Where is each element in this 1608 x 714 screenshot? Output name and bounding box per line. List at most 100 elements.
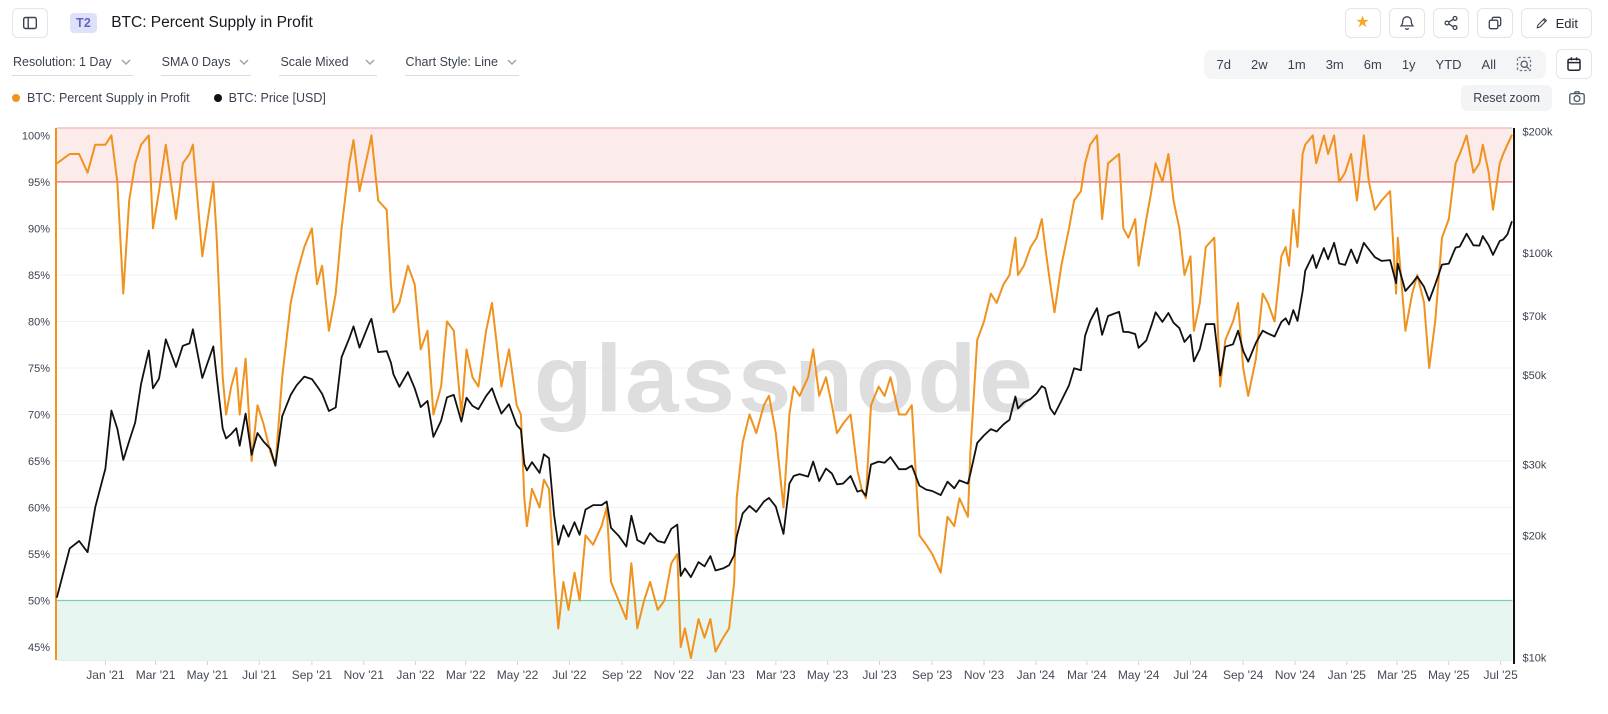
range-button-2w[interactable]: 2w [1251,56,1268,72]
legend-label: BTC: Price [USD] [228,91,326,105]
range-button-1m[interactable]: 1m [1287,56,1306,72]
time-range-selector: 7d 2w 1m 3m 6m 1y YTD All [1203,49,1546,79]
svg-text:Jul '23: Jul '23 [862,668,897,682]
sidebar-toggle-button[interactable] [12,8,48,38]
legend-label: BTC: Percent Supply in Profit [27,91,190,105]
svg-text:Mar '23: Mar '23 [756,668,796,682]
svg-text:75%: 75% [28,363,50,375]
svg-text:$200k: $200k [1523,126,1553,138]
notifications-button[interactable] [1388,8,1425,38]
svg-text:Sep '24: Sep '24 [1223,668,1264,682]
favorite-star-icon: ★ [1355,14,1370,31]
chart-canvas[interactable]: glassnode Jan '21 Mar '21 May '21 Jul '21 Sep… [0,114,1608,712]
svg-text:Jan '25: Jan '25 [1328,668,1367,682]
svg-text:60%: 60% [28,502,50,514]
svg-text:May '24: May '24 [1118,668,1160,682]
range-button-6m[interactable]: 6m [1363,56,1382,72]
svg-text:90%: 90% [28,223,50,235]
svg-text:$30k: $30k [1523,459,1547,471]
svg-text:May '23: May '23 [807,668,849,682]
chevron-down-icon [365,59,375,65]
glassnode-watermark: glassnode [534,325,1036,432]
favorite-button[interactable]: ★ [1344,8,1381,38]
svg-text:Jul '21: Jul '21 [242,668,277,682]
resolution-dropdown[interactable]: Resolution: 1 Day [12,53,133,76]
range-button-7d[interactable]: 7d [1216,56,1231,72]
legend-item-1[interactable]: BTC: Price [USD] [213,91,326,105]
svg-text:Mar '22: Mar '22 [446,668,486,682]
range-button-ytd[interactable]: YTD [1435,56,1462,72]
low-profit-band [57,599,1513,660]
chart-style-dropdown-label: Chart Style: Line [405,54,498,69]
time-range-items: 7d 2w 1m 3m 6m 1y YTD All [1217,57,1496,72]
chart-style-dropdown[interactable]: Chart Style: Line [404,53,519,76]
scale-dropdown-label: Scale Mixed [280,54,349,69]
chevron-down-icon [121,59,131,65]
legend-item-0[interactable]: BTC: Percent Supply in Profit [12,91,190,105]
svg-text:Mar '24: Mar '24 [1067,668,1107,682]
zoom-select-icon[interactable] [1516,56,1533,73]
chevron-down-icon [239,59,249,65]
svg-text:65%: 65% [28,456,50,468]
svg-text:$50k: $50k [1523,370,1547,382]
panel-left-icon [22,15,38,31]
duplicate-button[interactable] [1476,8,1513,38]
legend-dot [213,94,222,102]
svg-text:May '22: May '22 [497,668,539,682]
left-axis-labels: 100% 95% 90% 85% 80% 75% 70% 65% 60% 55% 50% 45% [22,130,50,654]
edit-button[interactable]: Edit [1520,8,1592,38]
duplicate-icon [1487,15,1503,31]
page-title: BTC: Percent Supply in Profit [111,14,313,31]
svg-text:45%: 45% [28,642,50,654]
svg-text:Mar '21: Mar '21 [136,668,176,682]
svg-text:Nov '21: Nov '21 [344,668,385,682]
sma-dropdown[interactable]: SMA 0 Days [160,53,252,76]
svg-text:Jul '25: Jul '25 [1483,668,1518,682]
btc-price-line [56,221,1513,598]
svg-text:Sep '22: Sep '22 [602,668,643,682]
dashboard-badge: T2 [70,13,98,33]
svg-text:Sep '21: Sep '21 [292,668,333,682]
horizontal-gridlines [57,227,1513,648]
svg-text:$70k: $70k [1523,311,1547,323]
x-axis-labels: Jan '21 Mar '21 May '21 Jul '21 Sep '21 Nov '… [86,661,1518,682]
calendar-button[interactable] [1556,49,1592,79]
percent-supply-in-profit-line [56,134,1513,660]
svg-text:55%: 55% [28,549,50,561]
svg-text:80%: 80% [28,316,50,328]
svg-text:Nov '22: Nov '22 [654,668,695,682]
svg-text:$100k: $100k [1523,248,1553,260]
svg-text:Nov '24: Nov '24 [1275,668,1316,682]
legend-row: BTC: Percent Supply in Profit BTC: Price … [0,82,1608,114]
range-button-3m[interactable]: 3m [1325,56,1344,72]
high-profit-band [57,127,1513,183]
range-button-all[interactable]: All [1481,56,1496,72]
header-actions: ★ [1344,8,1592,38]
range-button-1y[interactable]: 1y [1401,56,1416,72]
reset-zoom-button[interactable]: Reset zoom [1461,85,1552,111]
svg-text:95%: 95% [28,177,50,189]
share-button[interactable] [1432,8,1469,38]
svg-text:Nov '23: Nov '23 [964,668,1005,682]
camera-icon [1568,89,1586,107]
header-bar: T2 BTC: Percent Supply in Profit ★ [0,0,1608,46]
svg-text:Jul '24: Jul '24 [1173,668,1208,682]
svg-text:Jan '22: Jan '22 [396,668,435,682]
share-icon [1443,15,1459,31]
chart-legend: BTC: Percent Supply in Profit BTC: Price … [12,91,326,105]
edit-button-label: Edit [1555,15,1578,31]
pencil-icon [1535,16,1549,30]
resolution-dropdown-label: Resolution: 1 Day [13,54,112,69]
right-axis-labels: $200k $100k $70k $50k $30k $20k $10k [1523,126,1553,664]
svg-text:70%: 70% [28,409,50,421]
svg-text:50%: 50% [28,595,50,607]
svg-text:$20k: $20k [1523,531,1547,543]
svg-text:Jan '24: Jan '24 [1017,668,1056,682]
svg-text:Mar '25: Mar '25 [1377,668,1417,682]
screenshot-button[interactable] [1568,89,1586,107]
scale-dropdown[interactable]: Scale Mixed [279,53,377,76]
svg-text:85%: 85% [28,270,50,282]
chart-toolbar: Resolution: 1 Day SMA 0 Days Scale Mixed… [0,46,1608,82]
svg-text:Sep '23: Sep '23 [912,668,953,682]
calendar-icon [1566,56,1582,72]
